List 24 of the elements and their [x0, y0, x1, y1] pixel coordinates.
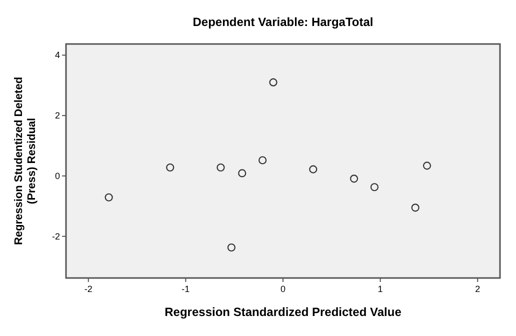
point [422, 162, 432, 170]
chart-title: Dependent Variable: HargaTotal [192, 15, 374, 29]
point [216, 163, 225, 172]
x-tick-label: 2 [475, 284, 480, 294]
point [238, 169, 246, 178]
point [166, 163, 174, 172]
point [269, 78, 278, 86]
point [370, 183, 379, 192]
point [309, 165, 318, 174]
y-axis-title: Regression Studentized Deleted (Press) Residual [13, 76, 38, 246]
x-tick-label: -1 [182, 284, 190, 294]
x-tick-label: -2 [84, 284, 92, 294]
y-tick-label: 2 [54, 110, 60, 121]
y-tick-label: 4 [54, 50, 60, 60]
x-tick-label: 1 [378, 284, 383, 294]
point [104, 193, 113, 202]
y-tick-label: -2 [52, 231, 60, 242]
point [258, 156, 267, 164]
point [227, 243, 236, 252]
x-tick-label: 0 [280, 284, 286, 294]
point [411, 204, 420, 212]
y-tick-label: 0 [54, 170, 60, 181]
x-axis-title: Regression Standardized Predicted Value [164, 305, 402, 319]
point [350, 174, 358, 183]
